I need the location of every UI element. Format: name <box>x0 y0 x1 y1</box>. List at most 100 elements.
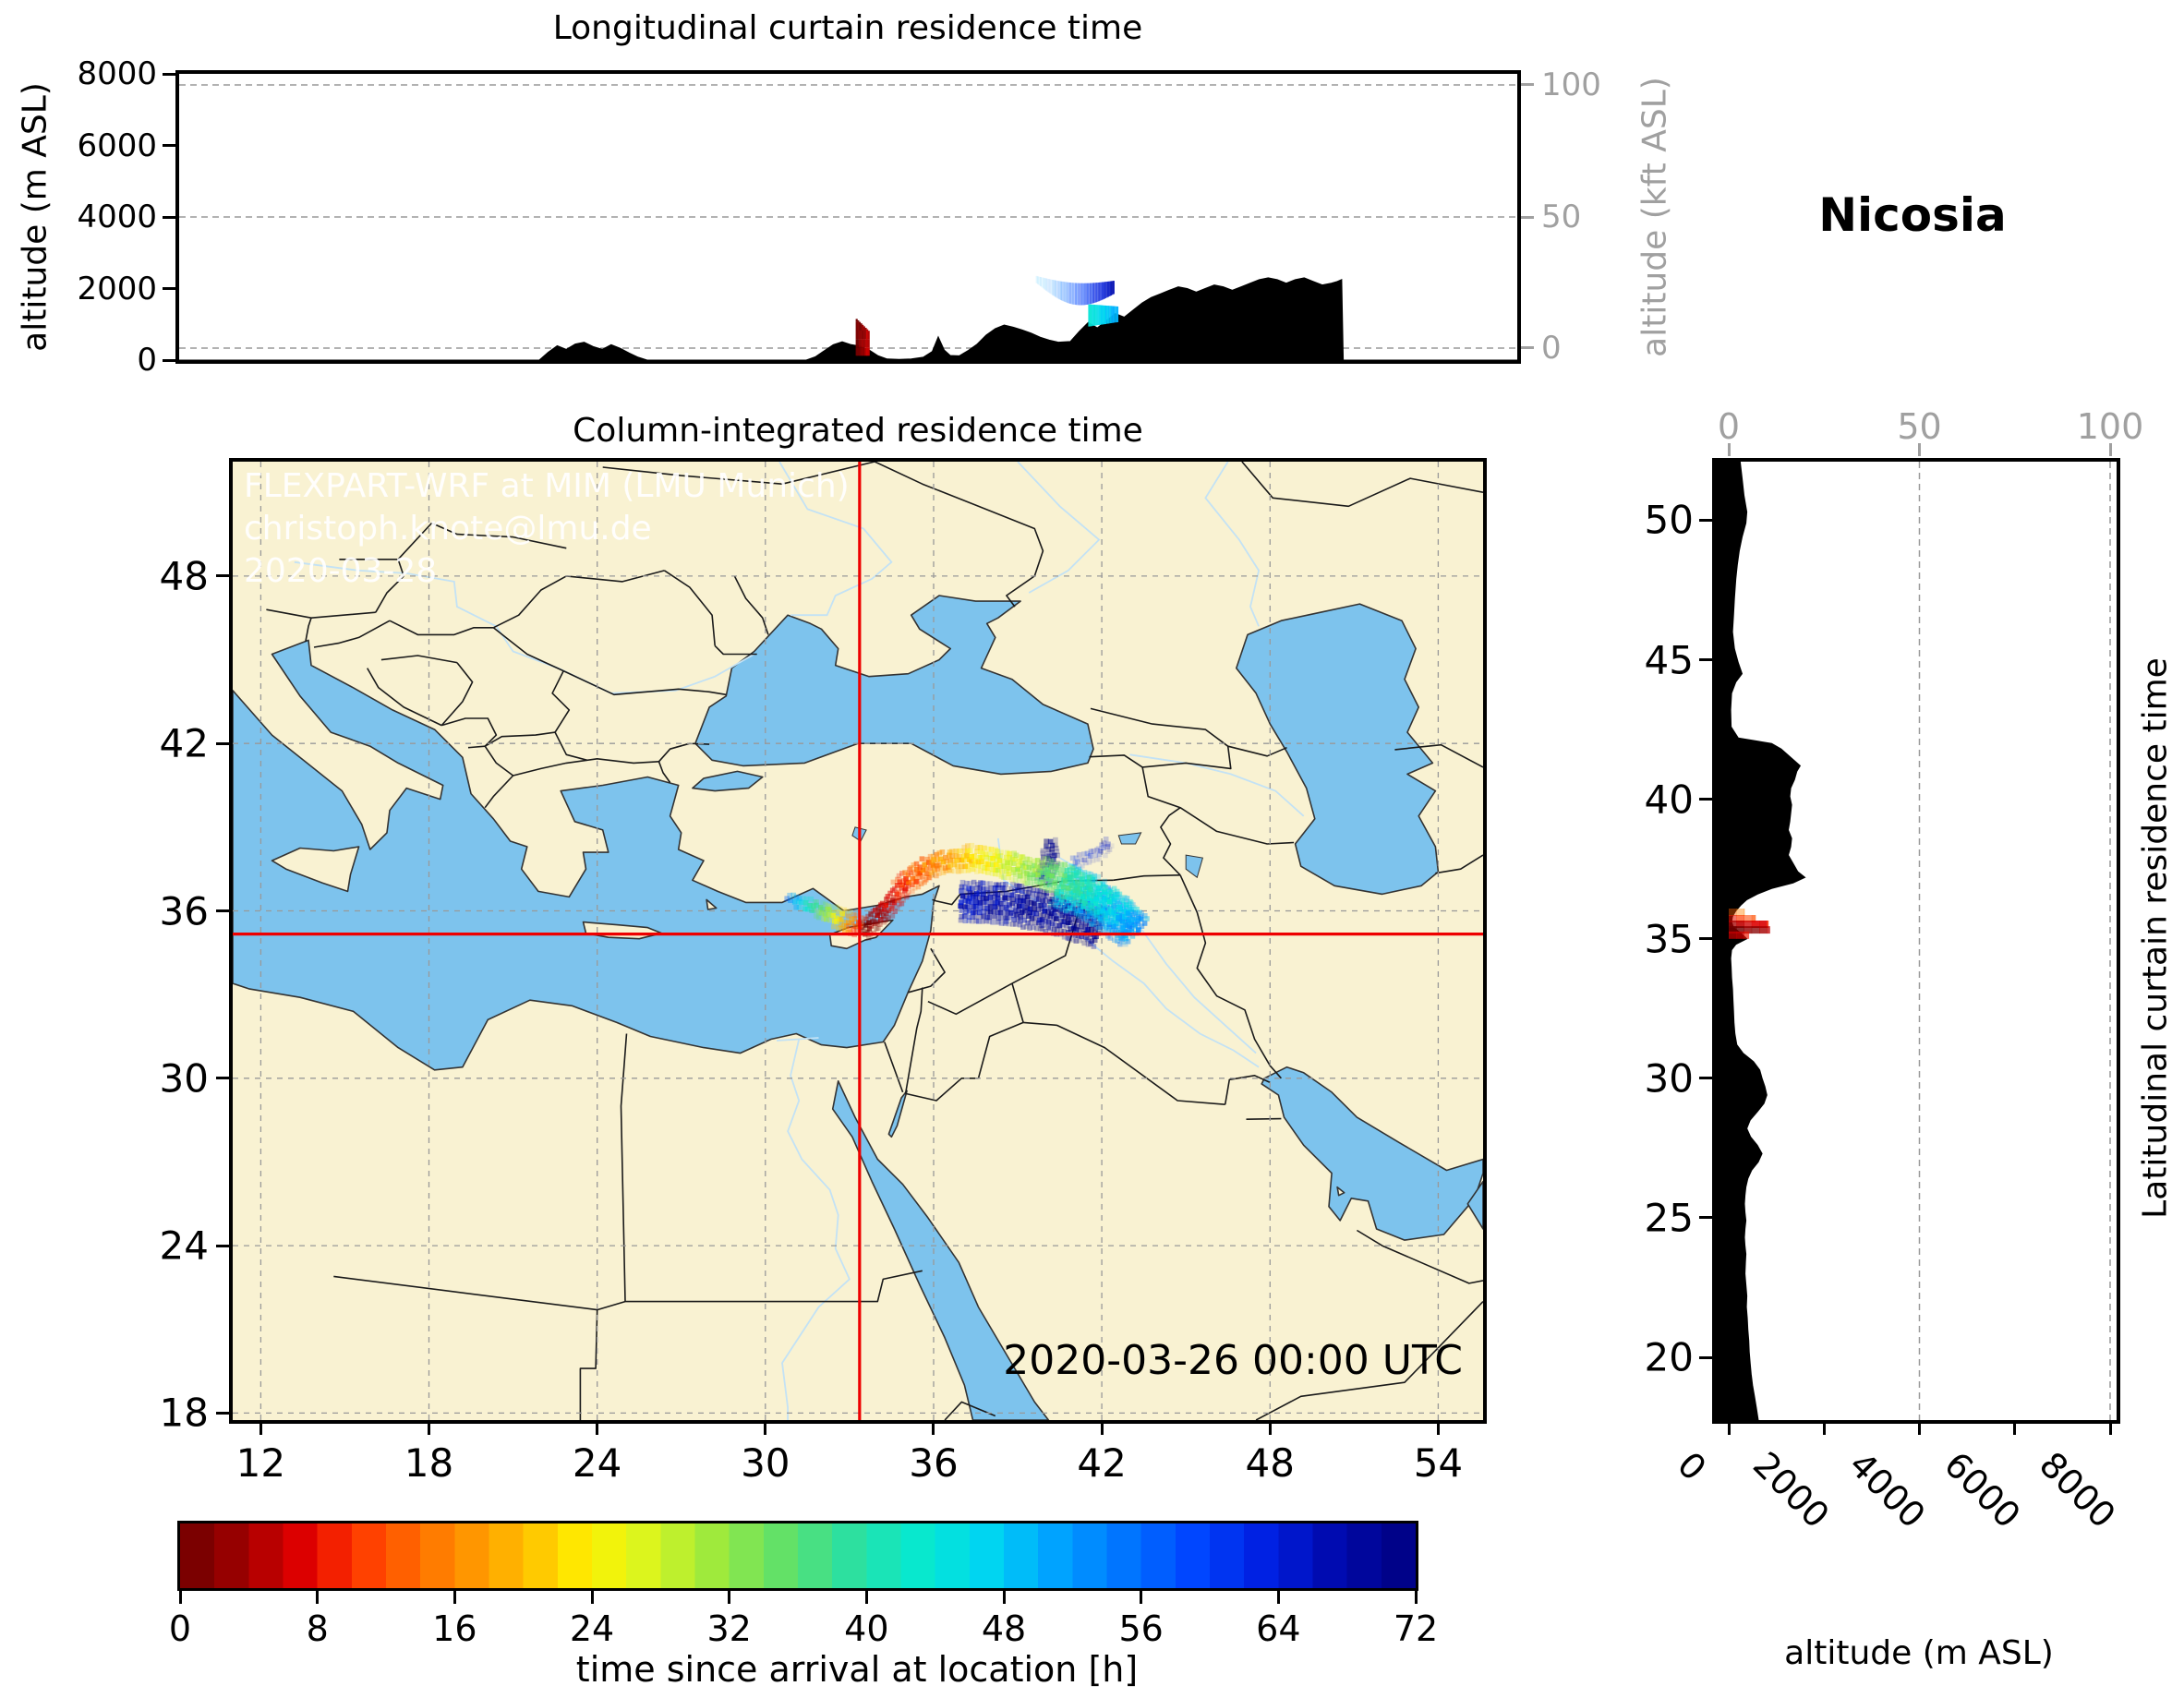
map-rivers <box>294 462 1305 1420</box>
tick-mark <box>163 287 175 290</box>
colorbar-tick: 64 <box>1256 1608 1301 1649</box>
tick-mark <box>596 1422 599 1435</box>
colorbar-tick: 48 <box>981 1608 1027 1649</box>
island-sicily <box>271 846 360 893</box>
lat-xtick-m: 8000 <box>2031 1444 2124 1536</box>
sea-aqaba <box>887 1090 908 1138</box>
map-plot <box>233 462 1483 1420</box>
lat-panel-xlabel: altitude (m ASL) <box>1784 1634 2054 1672</box>
tick-mark <box>259 1422 262 1435</box>
tick-mark <box>1918 443 1921 456</box>
tick-mark <box>1918 1422 1921 1435</box>
tick-mark <box>932 1422 935 1435</box>
longitudinal-curtain-plot <box>179 84 1517 360</box>
lon-ytick-m: 2000 <box>77 270 157 307</box>
lat-xtick-m: 4000 <box>1840 1444 1933 1536</box>
lon-residence-patches <box>855 275 1119 356</box>
lat-kft-gridlines <box>1728 462 2111 1420</box>
tick-mark <box>1002 1590 1006 1604</box>
watermark: FLEXPART-WRF at MIM (LMU Munich) christo… <box>244 465 850 593</box>
watermark-line3: 2020-03-28 <box>244 552 438 590</box>
colorbar-tick: 40 <box>844 1608 889 1649</box>
lon-panel-ylabel-right: altitude (kft ASL) <box>1635 77 1674 357</box>
tick-mark <box>163 72 175 76</box>
map-xtick: 54 <box>1413 1440 1464 1486</box>
lon-ytick-kft: 0 <box>1541 329 1562 367</box>
tick-mark <box>216 909 229 912</box>
tick-mark <box>178 1590 182 1604</box>
lon-ytick-m: 4000 <box>77 199 157 235</box>
tick-mark <box>1699 1077 1712 1080</box>
sea-marmara <box>692 770 764 792</box>
sea-caspian <box>1236 603 1440 896</box>
tick-mark <box>1414 1590 1418 1604</box>
lat-xtick-kft: 50 <box>1897 406 1942 447</box>
map-graticule <box>233 462 1483 1420</box>
latitudinal-curtain-panel <box>1712 458 2120 1424</box>
map-ytick: 42 <box>159 720 209 766</box>
watermark-line2: christoph.knote@lmu.de <box>244 510 652 548</box>
tick-mark <box>216 741 229 745</box>
colorbar-gradient <box>180 1523 1416 1588</box>
map-xtick: 30 <box>741 1440 790 1486</box>
map-crosshair <box>233 462 1483 1420</box>
lon-panel-ylabel-left: altitude (m ASL) <box>16 82 54 352</box>
map-ytick: 24 <box>159 1222 209 1269</box>
island-bahrain <box>1336 1186 1345 1197</box>
lon-terrain-profile <box>179 277 1517 360</box>
sea-hormuz <box>1466 1180 1483 1230</box>
sea-mediterranean <box>233 639 940 1071</box>
tick-mark <box>2108 443 2112 456</box>
tick-mark <box>1140 1590 1143 1604</box>
tick-mark <box>1727 1422 1731 1435</box>
tick-mark <box>1436 1422 1440 1435</box>
map-ytick: 36 <box>159 888 209 933</box>
colorbar-tick: 72 <box>1393 1608 1439 1649</box>
tick-mark <box>216 1077 229 1080</box>
latitudinal-curtain-plot <box>1716 462 2111 1420</box>
datetime-label: 2020-03-26 00:00 UTC <box>1003 1337 1463 1384</box>
tick-mark <box>864 1590 868 1604</box>
lat-ytick: 40 <box>1644 777 1694 823</box>
tick-mark <box>428 1422 430 1435</box>
lat-xtick-m: 6000 <box>1936 1444 2029 1536</box>
lat-panel-right-label: Latitudinal curtain residence time <box>2136 657 2175 1219</box>
tick-mark <box>1699 1216 1712 1220</box>
colorbar <box>177 1521 1418 1591</box>
lat-xtick-kft: 100 <box>2076 406 2144 447</box>
tick-mark <box>1699 1355 1712 1359</box>
colorbar-tick: 0 <box>168 1608 192 1649</box>
tick-mark <box>163 144 175 147</box>
colorbar-tick: 8 <box>306 1608 329 1649</box>
tick-mark <box>2013 1422 2017 1435</box>
tick-mark <box>1100 1422 1104 1435</box>
tick-mark <box>1727 443 1731 456</box>
colorbar-tick: 32 <box>706 1608 752 1649</box>
lat-ytick: 45 <box>1644 637 1694 683</box>
tick-mark <box>1521 346 1534 350</box>
tick-mark <box>216 1411 229 1415</box>
colorbar-label: time since arrival at location [h] <box>575 1649 1139 1690</box>
longitudinal-curtain-panel <box>175 70 1521 364</box>
map-residence-plume <box>784 837 1150 949</box>
lat-xtick-m: 2000 <box>1745 1444 1838 1536</box>
sea-red_sea <box>831 1080 1050 1420</box>
map-xtick: 12 <box>235 1440 286 1486</box>
lon-ytick-m: 6000 <box>77 126 157 164</box>
map-xtick: 24 <box>572 1440 622 1486</box>
sea-black_sea <box>694 595 1094 776</box>
tick-mark <box>1521 215 1534 219</box>
lat-ytick: 25 <box>1644 1195 1694 1241</box>
map-xtick: 18 <box>404 1440 454 1486</box>
map-ytick: 18 <box>159 1390 209 1436</box>
tick-mark <box>764 1422 767 1435</box>
tick-mark <box>1268 1422 1272 1435</box>
lon-ytick-m: 8000 <box>77 55 157 92</box>
map-panel <box>229 458 1487 1424</box>
tick-mark <box>163 215 175 219</box>
lat-terrain-profile <box>1716 462 1806 1420</box>
watermark-line1: FLEXPART-WRF at MIM (LMU Munich) <box>244 467 850 505</box>
map-xtick: 48 <box>1245 1440 1295 1486</box>
colorbar-tick: 24 <box>569 1608 615 1649</box>
